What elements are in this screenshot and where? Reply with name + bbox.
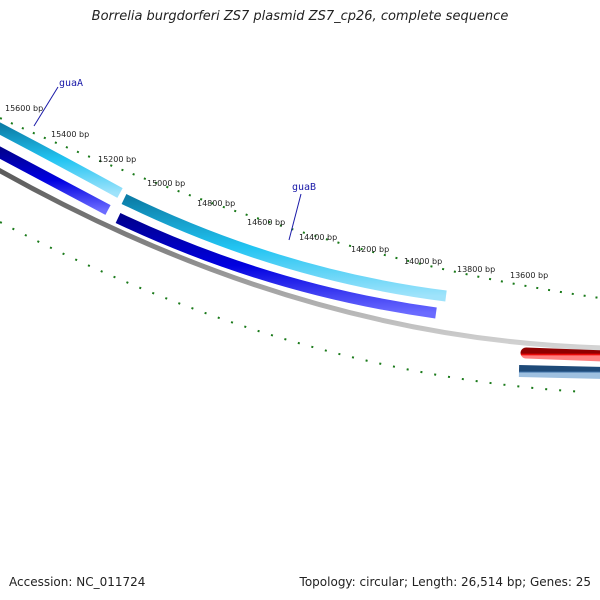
bp-tick-label: 14600 bp [247,218,285,227]
gene-label-guaB: guaB [292,182,316,193]
topology-summary: Topology: circular; Length: 26,514 bp; G… [299,575,591,589]
guaB-leader-line [288,193,302,241]
gene-red[interactable] [520,347,600,362]
gene-blue-2[interactable] [115,213,437,319]
bp-tick-label: 14200 bp [351,245,389,254]
backbone-track [0,167,600,351]
bp-tick-label: 14800 bp [197,199,235,208]
bp-tick-label: 14000 bp [404,257,442,266]
gene-guaA[interactable] [0,122,123,198]
accession-label: Accession: NC_011724 [9,575,146,589]
page-title: Borrelia burgdorferi ZS7 plasmid ZS7_cp2… [91,9,509,24]
bp-tick-label: 15200 bp [98,155,136,164]
bp-tick-label: 13800 bp [457,265,495,274]
bp-tick-label: 15400 bp [51,130,89,139]
guaA-leader-line [33,86,59,127]
gene-label-guaA: guaA [59,78,83,89]
bp-tick-label: 15600 bp [5,104,43,113]
bp-tick-label: 14400 bp [299,233,337,242]
gene-blue-1[interactable] [0,146,111,215]
bp-tick-label: 13600 bp [510,271,548,280]
gene-guaB[interactable] [121,194,447,302]
gene-steel[interactable] [518,365,600,379]
bp-tick-label: 15000 bp [147,179,185,188]
inner-tick-ring [0,221,586,393]
